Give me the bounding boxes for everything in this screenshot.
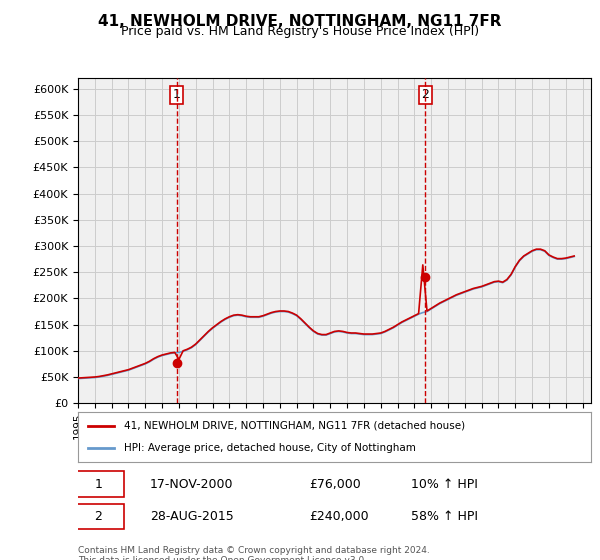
Text: 58% ↑ HPI: 58% ↑ HPI xyxy=(412,510,478,523)
Text: £240,000: £240,000 xyxy=(309,510,368,523)
FancyBboxPatch shape xyxy=(73,472,124,497)
Text: 17-NOV-2000: 17-NOV-2000 xyxy=(150,478,233,491)
Text: £76,000: £76,000 xyxy=(309,478,361,491)
Text: 28-AUG-2015: 28-AUG-2015 xyxy=(150,510,233,523)
Text: 1: 1 xyxy=(173,88,181,101)
Text: 2: 2 xyxy=(95,510,103,523)
Text: 1: 1 xyxy=(95,478,103,491)
Text: 2: 2 xyxy=(421,88,429,101)
Text: 41, NEWHOLM DRIVE, NOTTINGHAM, NG11 7FR: 41, NEWHOLM DRIVE, NOTTINGHAM, NG11 7FR xyxy=(98,14,502,29)
Text: 10% ↑ HPI: 10% ↑ HPI xyxy=(412,478,478,491)
Text: 41, NEWHOLM DRIVE, NOTTINGHAM, NG11 7FR (detached house): 41, NEWHOLM DRIVE, NOTTINGHAM, NG11 7FR … xyxy=(124,421,465,431)
FancyBboxPatch shape xyxy=(73,503,124,529)
Text: Contains HM Land Registry data © Crown copyright and database right 2024.
This d: Contains HM Land Registry data © Crown c… xyxy=(78,546,430,560)
Text: HPI: Average price, detached house, City of Nottingham: HPI: Average price, detached house, City… xyxy=(124,443,416,453)
Text: Price paid vs. HM Land Registry's House Price Index (HPI): Price paid vs. HM Land Registry's House … xyxy=(121,25,479,38)
